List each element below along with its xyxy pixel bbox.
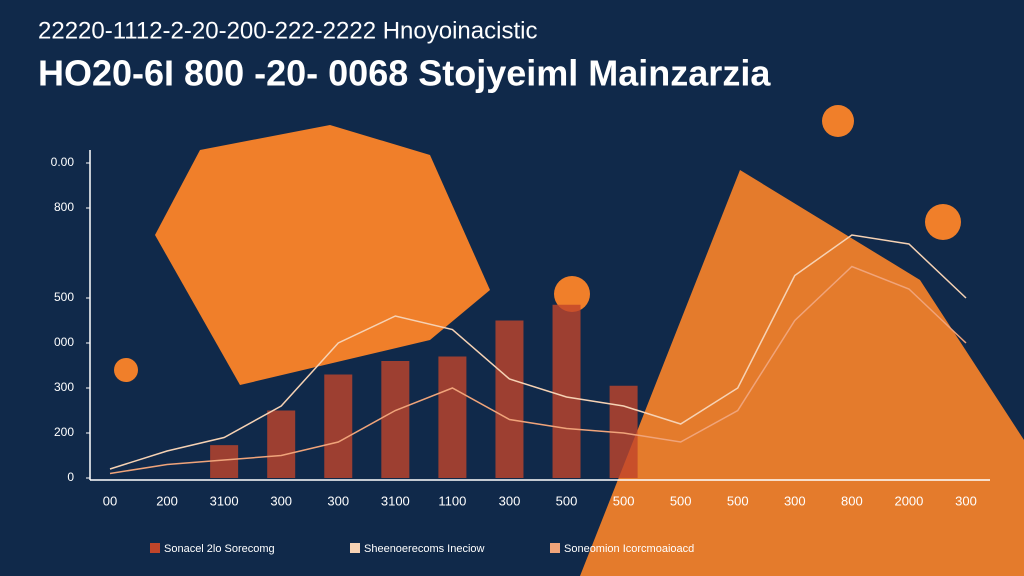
x-tick-label: 500 (727, 493, 749, 508)
x-tick-label: 3100 (381, 493, 410, 508)
x-tick-label: 300 (499, 493, 521, 508)
decor-dot (114, 358, 138, 382)
y-tick-label: 800 (54, 200, 74, 214)
x-tick-label: 500 (670, 493, 692, 508)
bar (552, 304, 581, 478)
decor-triangle (580, 170, 1024, 576)
bar (438, 356, 467, 478)
chart-title: HO20-6I 800 -20- 0068 Stojyeiml Mainzarz… (38, 53, 771, 94)
x-tick-label: 500 (556, 493, 578, 508)
line (109, 234, 967, 470)
x-tick-label: 00 (103, 493, 117, 508)
x-tick-label: 300 (955, 493, 977, 508)
bar (495, 320, 524, 478)
x-tick-label: 300 (270, 493, 292, 508)
y-tick-label: 300 (54, 380, 74, 394)
subtitle: 22220-1112-2-20-200-222-2222 Hnoyoinacis… (38, 17, 537, 44)
legend-swatch (150, 543, 160, 553)
bar (381, 361, 410, 478)
x-tick-label: 300 (327, 493, 349, 508)
y-tick-label: 500 (54, 290, 74, 304)
bar (210, 445, 239, 478)
y-tick-label: 0.00 (51, 155, 75, 169)
legend-label: Sonacel 2lo Sorecomg (164, 543, 275, 555)
decor-dot (554, 276, 590, 312)
x-tick-label: 1100 (438, 493, 466, 508)
y-tick-label: 200 (54, 425, 74, 439)
x-tick-label: 200 (156, 493, 178, 508)
x-tick-label: 500 (613, 493, 635, 508)
x-tick-label: 2000 (894, 493, 923, 508)
legend-swatch (350, 543, 360, 553)
line (109, 265, 967, 475)
x-tick-label: 300 (784, 493, 806, 508)
legend-label: Soneomion Icorcmoaioacd (564, 543, 694, 555)
legend-swatch (550, 543, 560, 553)
bar (324, 374, 353, 478)
x-tick-label: 800 (841, 493, 863, 508)
x-tick-label: 3100 (210, 493, 239, 508)
decor-dot (925, 204, 961, 240)
y-tick-label: 000 (54, 335, 74, 349)
y-tick-label: 0 (67, 470, 74, 484)
legend-label: Sheenoerecoms Ineciow (364, 543, 485, 555)
decor-shape (155, 125, 490, 385)
decor-dot (822, 105, 854, 137)
bar (267, 410, 296, 478)
